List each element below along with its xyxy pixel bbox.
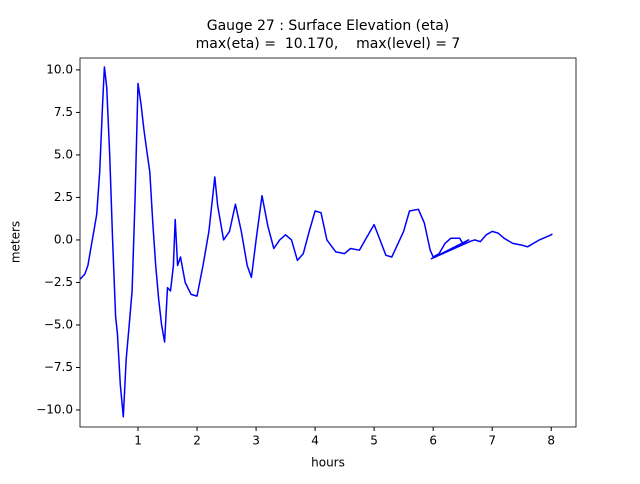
y-tick-label: 5.0 [54, 147, 73, 161]
y-tick-label: 2.5 [54, 190, 73, 204]
x-tick-label: 3 [252, 434, 260, 448]
y-tick-label: −7.5 [44, 360, 73, 374]
x-tick-label: 7 [488, 434, 496, 448]
x-tick-label: 5 [370, 434, 378, 448]
y-tick-label: −5.0 [44, 317, 73, 331]
x-tick-label: 1 [134, 434, 142, 448]
x-tick-label: 8 [547, 434, 555, 448]
x-tick-label: 4 [311, 434, 319, 448]
chart-title: Gauge 27 : Surface Elevation (eta) [207, 18, 450, 34]
y-axis-label: meters [9, 221, 23, 263]
x-tick-label: 6 [429, 434, 437, 448]
line [79, 66, 553, 418]
chart-subtitle: max(eta) = 10.170, max(level) = 7 [196, 36, 461, 52]
y-tick-label: 10.0 [46, 62, 73, 76]
x-tick-label: 2 [193, 434, 201, 448]
y-tick-label: 7.5 [54, 105, 73, 119]
y-tick-label: 0.0 [54, 232, 73, 246]
y-tick-label: −10.0 [36, 402, 73, 416]
y-tick-label: −2.5 [44, 275, 73, 289]
plot-frame [79, 57, 577, 428]
x-axis-label: hours [311, 456, 345, 470]
